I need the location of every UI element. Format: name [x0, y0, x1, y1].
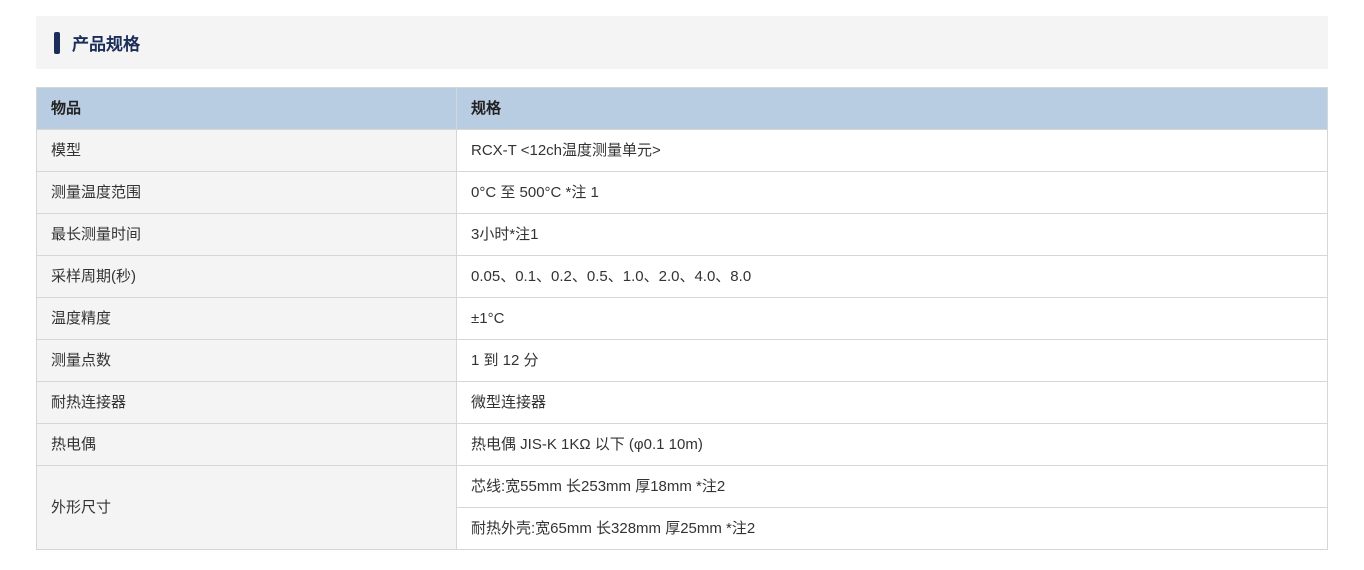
- table-row: 耐热连接器微型连接器: [37, 382, 1328, 424]
- row-value: 1 到 12 分: [457, 340, 1328, 382]
- row-label: 最长测量时间: [37, 214, 457, 256]
- row-label: 耐热连接器: [37, 382, 457, 424]
- row-value: RCX-T <12ch温度测量单元>: [457, 130, 1328, 172]
- spec-table: 物品 规格 模型RCX-T <12ch温度测量单元>测量温度范围0°C 至 50…: [36, 87, 1328, 550]
- row-label: 外形尺寸: [37, 466, 457, 550]
- row-value: 0°C 至 500°C *注 1: [457, 172, 1328, 214]
- row-label: 测量温度范围: [37, 172, 457, 214]
- table-row: 测量点数1 到 12 分: [37, 340, 1328, 382]
- row-value: 3小时*注1: [457, 214, 1328, 256]
- column-header-spec: 规格: [457, 88, 1328, 130]
- table-row: 外形尺寸芯线:宽55mm 长253mm 厚18mm *注2: [37, 466, 1328, 508]
- column-header-item: 物品: [37, 88, 457, 130]
- header-accent-bar: [54, 32, 60, 54]
- table-row: 采样周期(秒)0.05、0.1、0.2、0.5、1.0、2.0、4.0、8.0: [37, 256, 1328, 298]
- table-header: 物品 规格: [37, 88, 1328, 130]
- table-row: 测量温度范围0°C 至 500°C *注 1: [37, 172, 1328, 214]
- table-row: 最长测量时间3小时*注1: [37, 214, 1328, 256]
- table-row: 热电偶热电偶 JIS-K 1KΩ 以下 (φ0.1 10m): [37, 424, 1328, 466]
- table-row: 温度精度±1°C: [37, 298, 1328, 340]
- section-header: 产品规格: [36, 16, 1328, 69]
- row-label: 温度精度: [37, 298, 457, 340]
- row-value: 芯线:宽55mm 长253mm 厚18mm *注2: [457, 466, 1328, 508]
- row-value: ±1°C: [457, 298, 1328, 340]
- row-label: 采样周期(秒): [37, 256, 457, 298]
- table-body: 模型RCX-T <12ch温度测量单元>测量温度范围0°C 至 500°C *注…: [37, 130, 1328, 550]
- section-title: 产品规格: [72, 30, 140, 55]
- row-value: 微型连接器: [457, 382, 1328, 424]
- row-value: 耐热外壳:宽65mm 长328mm 厚25mm *注2: [457, 508, 1328, 550]
- row-label: 测量点数: [37, 340, 457, 382]
- row-value: 0.05、0.1、0.2、0.5、1.0、2.0、4.0、8.0: [457, 256, 1328, 298]
- row-value: 热电偶 JIS-K 1KΩ 以下 (φ0.1 10m): [457, 424, 1328, 466]
- row-label: 模型: [37, 130, 457, 172]
- table-row: 模型RCX-T <12ch温度测量单元>: [37, 130, 1328, 172]
- row-label: 热电偶: [37, 424, 457, 466]
